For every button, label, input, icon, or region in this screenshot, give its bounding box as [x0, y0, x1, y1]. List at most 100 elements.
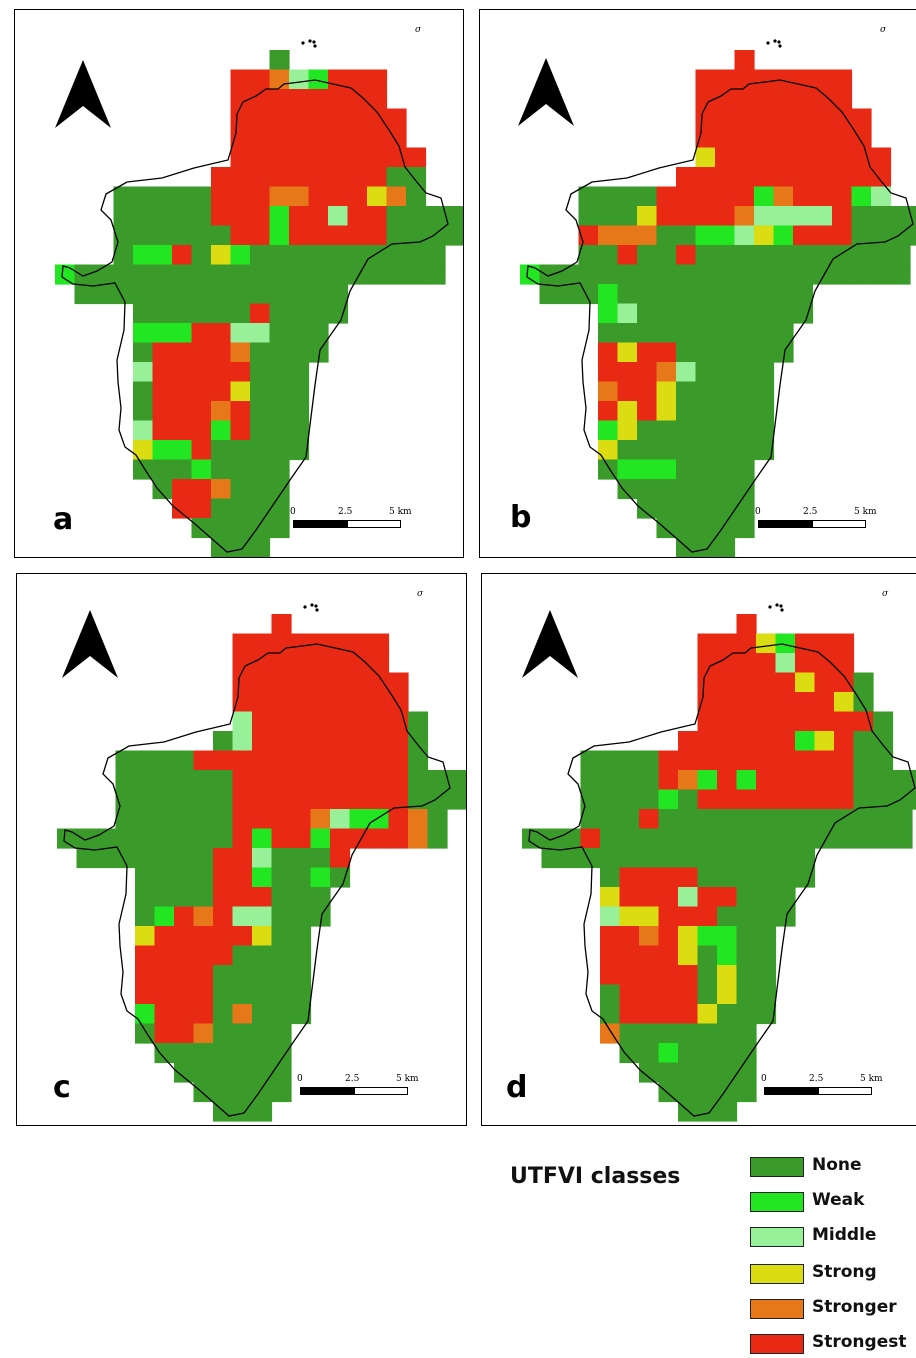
raster-cell [291, 692, 312, 713]
raster-cell [873, 711, 894, 732]
raster-cell [734, 342, 755, 363]
raster-cell [637, 264, 658, 285]
raster-cell [193, 1082, 214, 1103]
raster-cell [386, 147, 407, 168]
raster-cell [892, 809, 913, 830]
raster-cell [756, 848, 777, 869]
raster-cell [756, 770, 777, 791]
islet-dot [780, 608, 784, 612]
raster-cell [639, 770, 660, 791]
raster-cell [715, 147, 736, 168]
raster-cell [695, 342, 716, 363]
raster-cell [812, 69, 833, 90]
raster-cell [154, 1043, 175, 1064]
raster-cell [308, 89, 329, 110]
raster-cell [213, 1004, 234, 1025]
raster-cell [754, 420, 775, 441]
raster-cell [734, 206, 755, 227]
raster-cell [230, 362, 251, 383]
raster-cell [775, 692, 796, 713]
raster-cell [754, 323, 775, 344]
raster-cell [152, 323, 173, 344]
raster-cell [756, 926, 777, 947]
raster-cell [308, 323, 329, 344]
raster-cell [271, 867, 292, 888]
raster-cell [310, 867, 331, 888]
raster-cell [113, 225, 134, 246]
raster-cell [773, 69, 794, 90]
raster-cell [328, 264, 349, 285]
raster-cell [135, 906, 156, 927]
raster-cell [695, 440, 716, 461]
raster-cell [814, 711, 835, 732]
raster-cell [152, 459, 173, 480]
raster-cell [252, 867, 273, 888]
raster-cell [600, 984, 621, 1005]
raster-cell [135, 984, 156, 1005]
raster-cell [74, 264, 95, 285]
raster-cell [213, 906, 234, 927]
raster-cell [328, 245, 349, 266]
raster-cell [678, 984, 699, 1005]
raster-cell [656, 420, 677, 441]
raster-cell [736, 887, 757, 908]
raster-cell [252, 1043, 273, 1064]
raster-cell [113, 206, 134, 227]
raster-cell [717, 770, 738, 791]
raster-cell [349, 770, 370, 791]
raster-cell [734, 381, 755, 402]
raster-cell [793, 303, 814, 324]
raster-cell [193, 867, 214, 888]
raster-cell [715, 284, 736, 305]
raster-cell [271, 848, 292, 869]
raster-cell [812, 225, 833, 246]
raster-cell [291, 965, 312, 986]
raster-cell [598, 264, 619, 285]
raster-cell [152, 206, 173, 227]
raster-cell [213, 1062, 234, 1083]
raster-cell [154, 906, 175, 927]
raster-cell [871, 225, 892, 246]
raster-cell [773, 206, 794, 227]
map-panel-b: σ b 0 2.5 5 km [479, 9, 916, 558]
raster-cell [135, 809, 156, 830]
raster-cell [330, 692, 351, 713]
raster-cell [619, 750, 640, 771]
raster-cell [851, 206, 872, 227]
raster-cell [445, 225, 463, 246]
raster-cell [347, 206, 368, 227]
raster-cell [851, 167, 872, 188]
raster-cell [174, 887, 195, 908]
raster-cell [230, 89, 251, 110]
raster-cell [695, 206, 716, 227]
raster-cell [617, 420, 638, 441]
raster-cell [697, 1101, 718, 1122]
raster-cell [717, 965, 738, 986]
raster-cell [388, 711, 409, 732]
raster-cell [174, 848, 195, 869]
raster-cell [715, 128, 736, 149]
raster-cell [328, 206, 349, 227]
raster-cell [213, 965, 234, 986]
raster-cell [773, 342, 794, 363]
raster-cell [795, 711, 816, 732]
raster-cell [271, 614, 292, 635]
raster-cell [174, 1062, 195, 1083]
raster-cell [347, 128, 368, 149]
raster-cell [736, 731, 757, 752]
raster-cell [308, 264, 329, 285]
raster-cell [697, 1023, 718, 1044]
raster-cell [133, 342, 154, 363]
raster-cell [289, 342, 310, 363]
raster-cell [619, 770, 640, 791]
raster-cell [310, 828, 331, 849]
raster-cell [676, 167, 697, 188]
raster-cell [656, 303, 677, 324]
raster-cell [734, 186, 755, 207]
raster-cell [367, 264, 388, 285]
raster-cell [152, 342, 173, 363]
raster-cell [213, 731, 234, 752]
raster-cell [754, 401, 775, 422]
raster-cell [133, 186, 154, 207]
raster-cell [211, 303, 232, 324]
